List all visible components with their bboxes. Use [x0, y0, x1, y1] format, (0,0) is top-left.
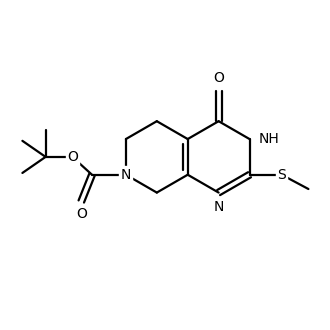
Text: N: N	[121, 168, 131, 182]
Text: O: O	[213, 71, 224, 85]
Text: N: N	[214, 200, 224, 214]
Text: NH: NH	[259, 132, 280, 146]
Text: S: S	[277, 168, 286, 182]
Text: O: O	[76, 207, 87, 221]
Text: O: O	[67, 150, 78, 164]
